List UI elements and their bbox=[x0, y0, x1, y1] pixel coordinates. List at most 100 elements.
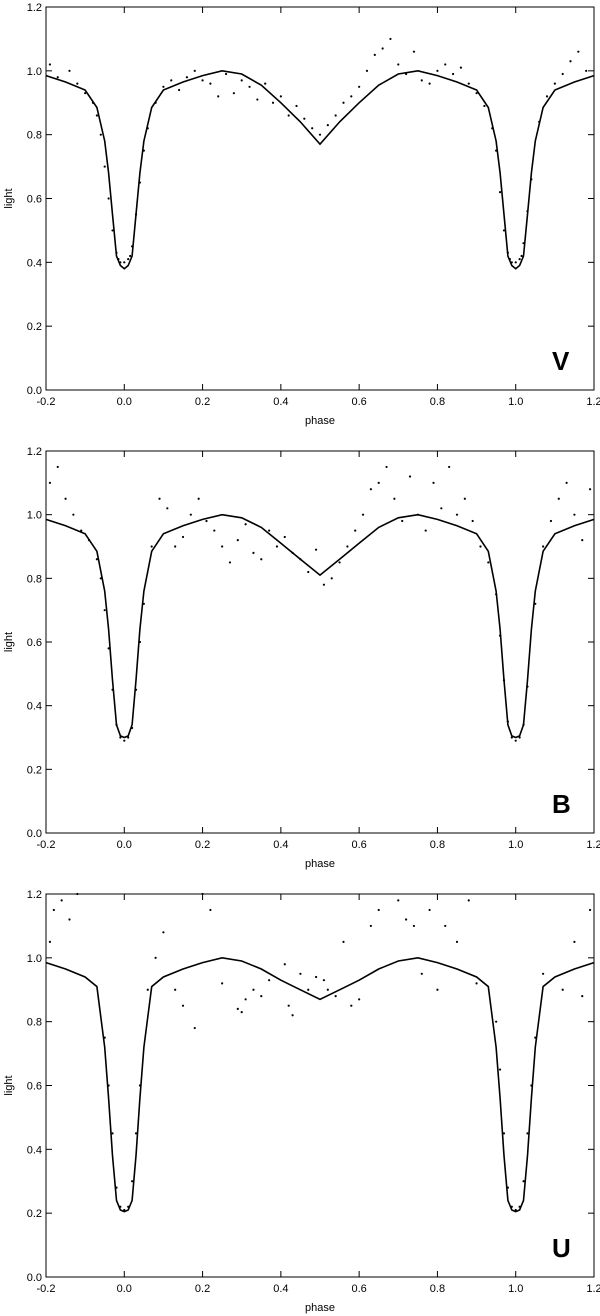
x-tick-label: 0.6 bbox=[351, 396, 366, 408]
observation-point bbox=[103, 609, 106, 612]
x-tick-label: 0.4 bbox=[273, 396, 288, 408]
observation-point bbox=[228, 561, 232, 564]
observation-point bbox=[440, 507, 443, 510]
observation-point bbox=[209, 908, 212, 912]
y-tick-label: 0.0 bbox=[27, 1272, 42, 1284]
observation-point bbox=[338, 561, 341, 564]
observation-point bbox=[401, 519, 404, 523]
observation-point bbox=[561, 988, 564, 991]
x-tick-label: 0.6 bbox=[351, 1283, 366, 1295]
observation-point bbox=[549, 519, 553, 523]
band-label: U bbox=[552, 1233, 571, 1263]
x-tick-label: 0.8 bbox=[430, 396, 445, 408]
observation-point bbox=[268, 979, 271, 982]
observation-point bbox=[420, 79, 423, 82]
y-tick-label: 0.6 bbox=[27, 194, 42, 206]
observation-point bbox=[197, 497, 200, 500]
observation-point bbox=[318, 133, 322, 136]
y-tick-label: 1.2 bbox=[27, 2, 42, 14]
x-axis-title: phase bbox=[305, 1302, 335, 1314]
observation-point bbox=[381, 47, 384, 50]
observation-point bbox=[581, 539, 584, 542]
observation-point bbox=[99, 133, 102, 136]
observation-point bbox=[326, 123, 329, 127]
y-tick-label: 0.0 bbox=[27, 385, 42, 397]
observation-point bbox=[240, 79, 243, 82]
observation-point bbox=[358, 85, 361, 88]
y-tick-label: 1.0 bbox=[27, 510, 42, 522]
observation-point bbox=[436, 988, 439, 991]
x-tick-label: 0.2 bbox=[195, 839, 210, 851]
observation-point bbox=[287, 114, 290, 117]
observation-point bbox=[131, 1180, 134, 1183]
observation-point bbox=[295, 104, 298, 108]
observation-point bbox=[389, 37, 392, 41]
observation-point bbox=[201, 892, 204, 896]
observation-point bbox=[475, 92, 478, 95]
observation-point bbox=[181, 1004, 185, 1007]
observation-point bbox=[459, 66, 463, 69]
observation-point bbox=[123, 739, 126, 742]
observation-point bbox=[260, 558, 263, 561]
observation-point bbox=[244, 998, 247, 1001]
observation-point bbox=[475, 982, 478, 985]
band-label: B bbox=[552, 789, 571, 819]
observation-point bbox=[557, 497, 560, 500]
observation-point bbox=[448, 465, 451, 469]
observation-point bbox=[463, 497, 466, 500]
observation-point bbox=[68, 69, 71, 72]
observation-point bbox=[205, 519, 208, 523]
observation-point bbox=[377, 481, 380, 484]
observation-point bbox=[307, 570, 310, 574]
panel-u: -0.2 0.0 0.2 0.4 0.6 0.8 1.0 1.20.00.20.40.60.8… bbox=[3, 889, 600, 1314]
observation-point bbox=[283, 963, 286, 966]
observation-point bbox=[451, 72, 455, 76]
observation-point bbox=[377, 908, 380, 912]
observation-point bbox=[467, 899, 470, 902]
observation-point bbox=[95, 114, 98, 117]
observation-point bbox=[322, 583, 326, 586]
observation-point bbox=[84, 92, 87, 95]
observation-point bbox=[129, 254, 132, 258]
observation-point bbox=[201, 79, 204, 82]
x-tick-label: 0.6 bbox=[351, 839, 366, 851]
y-tick-label: 0.8 bbox=[27, 1017, 42, 1029]
observation-point bbox=[588, 488, 592, 491]
x-tick-label: 0.8 bbox=[430, 1283, 445, 1295]
observation-point bbox=[498, 1068, 502, 1071]
observation-point bbox=[123, 261, 126, 264]
observation-point bbox=[322, 979, 326, 982]
observation-point bbox=[483, 104, 486, 108]
observation-point bbox=[162, 85, 165, 88]
y-tick-label: 0.8 bbox=[27, 130, 42, 142]
observation-point bbox=[412, 924, 416, 928]
observation-point bbox=[573, 513, 576, 516]
observation-point bbox=[56, 465, 59, 469]
observation-point bbox=[189, 513, 192, 516]
observation-point bbox=[307, 988, 310, 991]
observation-point bbox=[397, 899, 400, 902]
observation-point bbox=[166, 507, 169, 510]
observation-point bbox=[311, 127, 314, 130]
observation-point bbox=[428, 908, 431, 912]
observation-point bbox=[111, 229, 114, 232]
x-tick-label: 0.4 bbox=[273, 839, 288, 851]
observation-point bbox=[432, 481, 435, 484]
observation-point bbox=[72, 513, 75, 516]
observation-point bbox=[553, 82, 556, 85]
observation-point bbox=[346, 545, 349, 548]
observation-point bbox=[565, 481, 568, 484]
y-tick-label: 1.2 bbox=[27, 446, 42, 458]
observation-point bbox=[342, 101, 345, 104]
observation-point bbox=[495, 1020, 498, 1023]
observation-point bbox=[287, 1004, 290, 1007]
observation-point bbox=[479, 545, 482, 548]
x-tick-label: 0.0 bbox=[117, 839, 132, 851]
x-tick-label: -0.2 bbox=[37, 396, 56, 408]
observation-point bbox=[185, 76, 189, 79]
y-axis-title: light bbox=[3, 188, 15, 208]
observation-point bbox=[542, 972, 545, 975]
observation-point bbox=[520, 254, 523, 258]
observation-point bbox=[127, 258, 130, 261]
x-tick-label: 1.0 bbox=[508, 839, 523, 851]
